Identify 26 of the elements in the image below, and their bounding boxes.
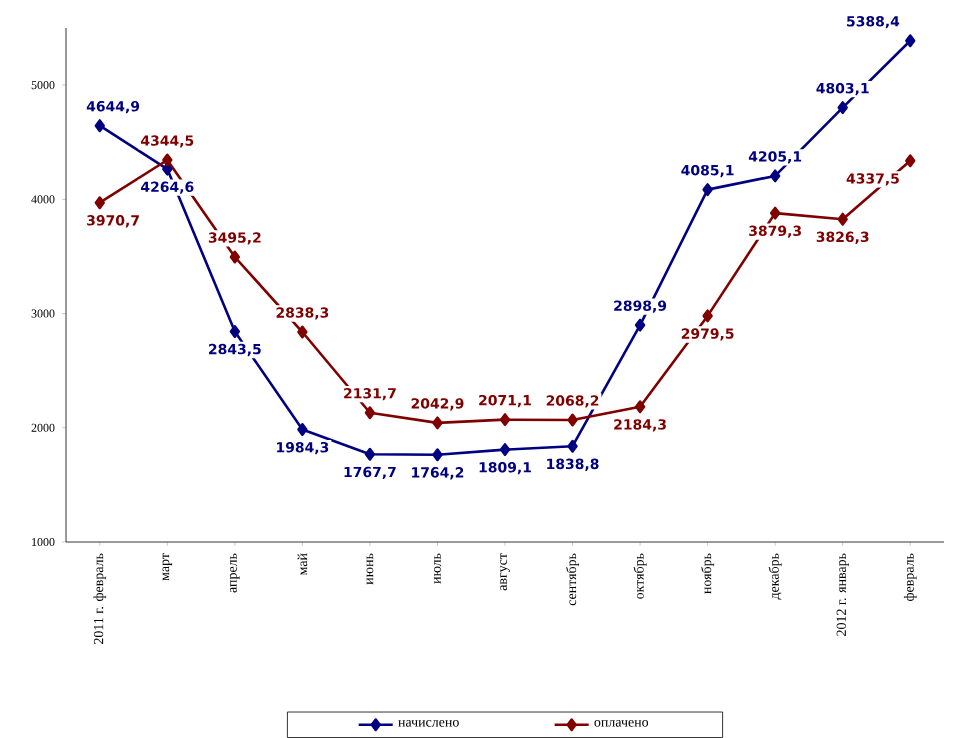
point	[94, 119, 105, 133]
point	[364, 447, 376, 461]
point	[769, 206, 781, 220]
point	[162, 153, 173, 167]
point	[364, 406, 376, 420]
point	[94, 196, 105, 210]
point	[837, 212, 848, 226]
point	[229, 250, 241, 264]
point	[229, 324, 241, 338]
point	[499, 443, 511, 457]
point	[905, 154, 916, 168]
point	[297, 325, 308, 339]
point	[297, 423, 308, 437]
point	[702, 183, 713, 197]
point	[634, 318, 646, 332]
point	[567, 413, 578, 427]
point	[769, 169, 781, 183]
point	[432, 448, 443, 462]
point	[634, 400, 646, 414]
point	[499, 413, 511, 427]
point	[432, 416, 443, 430]
point	[162, 162, 173, 176]
point	[905, 34, 916, 48]
point	[702, 309, 713, 323]
point	[567, 439, 578, 453]
point	[837, 101, 848, 115]
